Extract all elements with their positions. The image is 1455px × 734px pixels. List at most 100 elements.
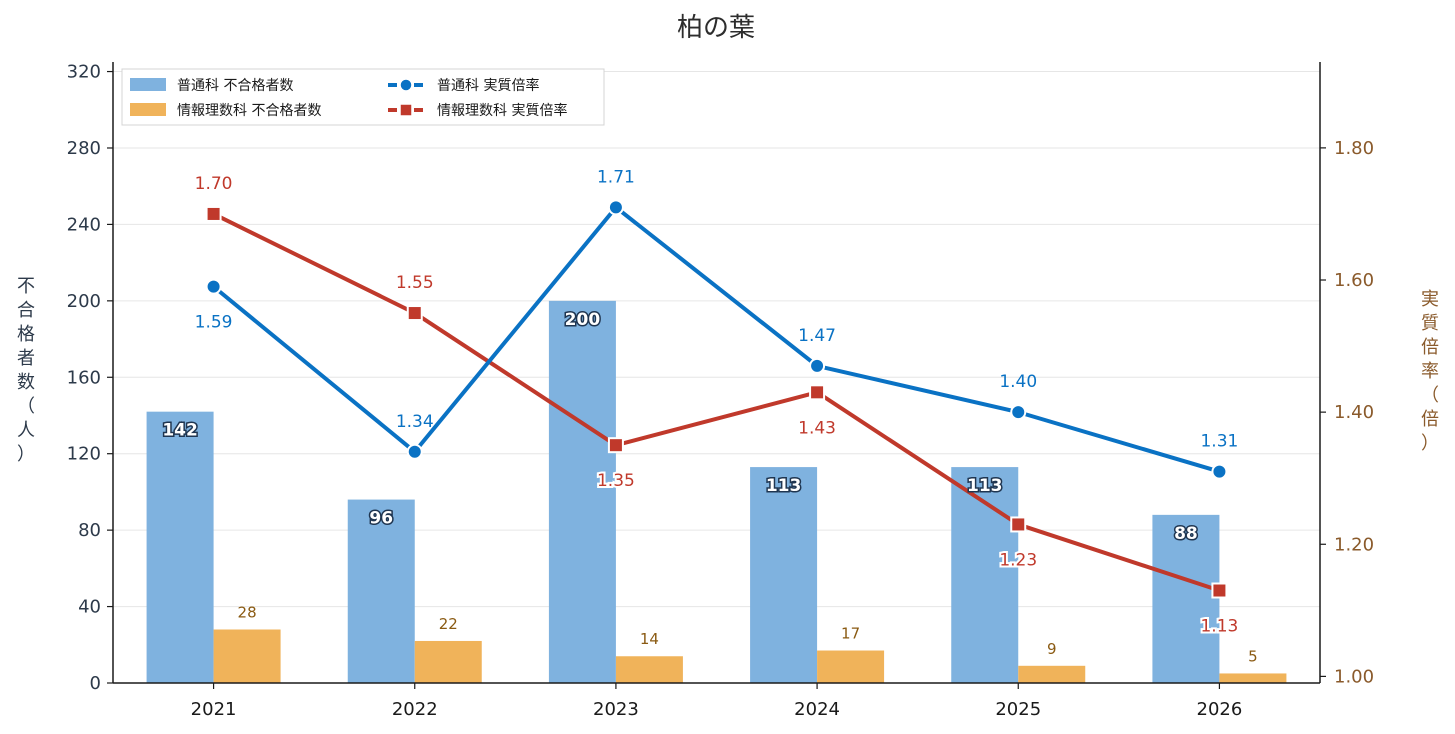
y-tick-label-left: 280 — [67, 138, 101, 159]
rate-info-science-marker — [607, 437, 624, 454]
bar-info-science — [1219, 673, 1287, 683]
rate-info-science-value-label: 1.35 — [597, 471, 635, 491]
rate-info-science-value-label: 1.70 — [195, 174, 233, 194]
bar-label-general: 113 — [967, 476, 1003, 496]
y-tick-label-right: 1.60 — [1334, 270, 1374, 291]
bar-info-science — [615, 656, 683, 683]
data-labels: 142 96 200 113 113 88 28 22 14 17 9 5 1.70 1.55 1.35 1.… — [161, 167, 1258, 665]
bar-general — [347, 499, 415, 683]
bar-label-info-science: 28 — [238, 603, 257, 621]
axes: 0 40 80 120 160 200 240 280 320 1.00 1.20 1.40 1.60 1… — [67, 62, 1374, 720]
legend-label-rate-info-science: 情報理数科 実質倍率 — [437, 102, 567, 119]
y-tick-label-left: 0 — [90, 673, 101, 694]
axis-label-char: （ — [17, 396, 35, 417]
axis-label-char: 倍 — [1421, 409, 1439, 430]
bar-general — [951, 467, 1019, 683]
bar-info-science — [1018, 665, 1086, 683]
rate-general-marker — [607, 199, 624, 216]
rate-info-science-marker — [1010, 516, 1027, 533]
bar-general — [750, 467, 818, 683]
rate-general-marker — [1211, 463, 1228, 480]
y-tick-label-left: 80 — [78, 520, 101, 541]
rate-general-marker — [406, 443, 423, 460]
axis-label-char: ） — [17, 444, 35, 465]
legend-swatch-info-science — [130, 103, 166, 116]
axis-label-char: 質 — [1421, 313, 1439, 334]
bar-info-science — [414, 640, 482, 683]
bar-label-general: 96 — [369, 509, 393, 529]
x-tick-label: 2026 — [1197, 699, 1243, 720]
rate-info-science-value-label: 1.13 — [1200, 617, 1238, 637]
legend-swatch-general — [130, 78, 166, 91]
rate-general-marker — [1010, 404, 1027, 421]
axis-label-char: （ — [1421, 385, 1439, 406]
bar-label-info-science: 14 — [640, 630, 659, 648]
bar-general — [1152, 514, 1220, 683]
axis-label-char: 格 — [17, 324, 35, 345]
rate-general-marker — [205, 278, 222, 295]
rate-info-science-value-label: 1.23 — [999, 550, 1037, 570]
gridlines — [113, 71, 1320, 608]
rate-info-science-value-label: 1.55 — [396, 273, 434, 293]
axis-label-char: 実 — [1421, 289, 1439, 310]
rate-general-value-label: 1.31 — [1200, 432, 1238, 452]
rate-info-science-marker — [1211, 582, 1228, 599]
rate-info-science-value-label: 1.43 — [798, 418, 836, 438]
bar-general — [548, 300, 616, 683]
rate-general-line — [212, 205, 1220, 474]
y-tick-label-left: 40 — [78, 597, 101, 618]
bar-general — [146, 411, 214, 683]
x-tick-label: 2021 — [191, 699, 237, 720]
legend-marker-general — [399, 78, 413, 92]
y-tick-label-left: 120 — [67, 444, 101, 465]
y-tick-label-right: 1.20 — [1334, 534, 1374, 555]
y-tick-label-left: 240 — [67, 214, 101, 235]
bar-info-science — [213, 629, 281, 683]
x-tick-label: 2025 — [995, 699, 1041, 720]
axis-label-char: 者 — [17, 348, 35, 369]
rate-info-science-marker — [205, 205, 222, 222]
x-tick-label: 2024 — [794, 699, 840, 720]
rate-general-marker — [809, 357, 826, 374]
axis-label-char: 不 — [17, 276, 35, 297]
legend-box — [121, 68, 605, 126]
bar-label-info-science: 17 — [841, 625, 860, 643]
axis-label-char: 率 — [1421, 361, 1439, 382]
bar-label-general: 88 — [1174, 524, 1198, 544]
rate-info-science-marker — [406, 305, 423, 322]
legend-marker-info-science — [399, 103, 413, 117]
bars — [146, 300, 1287, 683]
legend-label-general: 普通科 不合格者数 — [177, 78, 293, 94]
y-tick-label-left: 320 — [67, 62, 101, 83]
legend-label-info-science: 情報理数科 不合格者数 — [177, 103, 321, 119]
x-tick-label: 2023 — [593, 699, 639, 720]
rate-general-value-label: 1.71 — [597, 167, 635, 187]
rate-general-value-label: 1.47 — [798, 326, 836, 346]
bar-label-info-science: 5 — [1248, 647, 1258, 665]
axis-label-char: 人 — [17, 420, 35, 441]
rate-info-science-line — [212, 212, 1221, 593]
axis-label-char: ） — [1421, 433, 1439, 454]
axis-label-char: 数 — [17, 372, 35, 393]
bar-label-general: 113 — [766, 476, 802, 496]
y-tick-label-right: 1.00 — [1334, 666, 1374, 687]
x-tick-label: 2022 — [392, 699, 438, 720]
rate-general-value-label: 1.34 — [396, 412, 434, 432]
rate-info-science-marker — [809, 384, 826, 401]
lines — [205, 199, 1228, 599]
y-axis-label-left: 不合格者数 （ 人 ） — [17, 276, 35, 465]
rate-general-value-label: 1.40 — [999, 372, 1037, 392]
legend-label-rate-general: 普通科 実質倍率 — [437, 77, 539, 94]
rate-general-value-label: 1.59 — [195, 313, 233, 333]
axis-label-char: 合 — [17, 300, 35, 321]
y-tick-label-left: 160 — [67, 367, 101, 388]
chart-title: 柏の葉 — [677, 13, 755, 43]
axis-label-char: 倍 — [1421, 337, 1439, 358]
y-tick-label-right: 1.40 — [1334, 402, 1374, 423]
y-tick-label-right: 1.80 — [1334, 138, 1374, 159]
bar-label-info-science: 9 — [1047, 640, 1057, 658]
bar-label-general: 200 — [565, 310, 601, 330]
y-axis-label-right: 実質倍率（倍） — [1421, 289, 1439, 454]
